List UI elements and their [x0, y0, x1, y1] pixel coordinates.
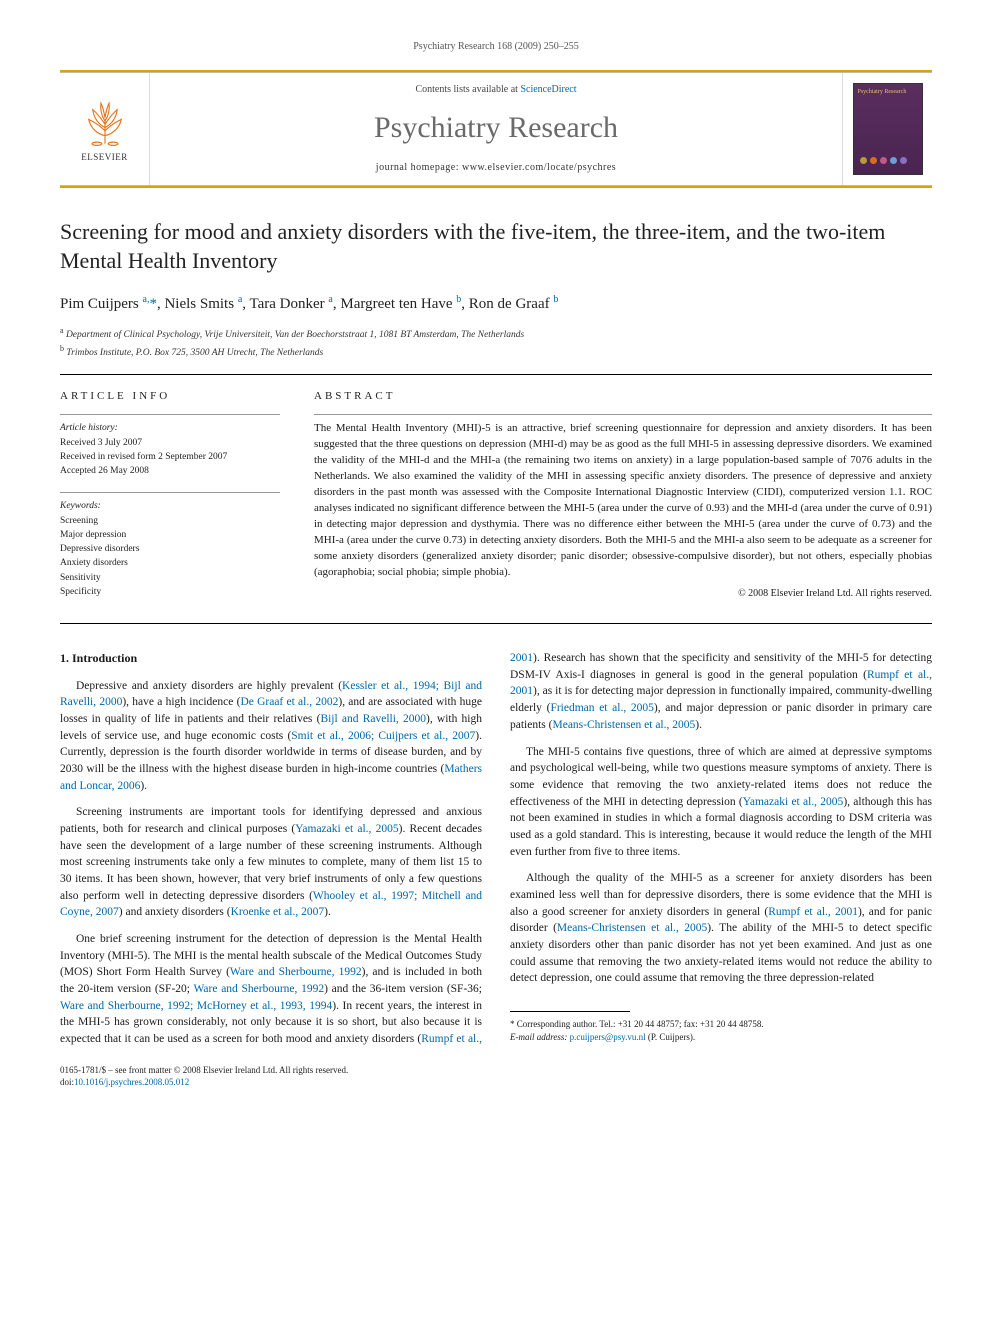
body-paragraph: Screening instruments are important tool…	[60, 804, 482, 921]
info-rule-1	[60, 414, 280, 415]
section-heading-intro: 1. Introduction	[60, 650, 482, 667]
contents-prefix: Contents lists available at	[415, 84, 520, 95]
front-matter-line: 0165-1781/$ – see front matter © 2008 El…	[60, 1064, 932, 1089]
front-matter-text: 0165-1781/$ – see front matter © 2008 El…	[60, 1064, 932, 1077]
journal-homepage-url[interactable]: www.elsevier.com/locate/psychres	[462, 162, 616, 173]
history-revised: Received in revised form 2 September 200…	[60, 450, 280, 464]
masthead: ELSEVIER Contents lists available at Sci…	[60, 70, 932, 188]
keyword: Sensitivity	[60, 571, 280, 585]
info-rule-2	[60, 492, 280, 493]
keyword: Anxiety disorders	[60, 556, 280, 570]
history-label: Article history:	[60, 421, 280, 435]
corresponding-author: * Corresponding author. Tel.: +31 20 44 …	[510, 1018, 932, 1031]
history-received: Received 3 July 2007	[60, 436, 280, 450]
body-paragraph: Depressive and anxiety disorders are hig…	[60, 678, 482, 795]
email-who: (P. Cuijpers).	[648, 1032, 695, 1042]
cover-thumb-label: Psychiatry Research	[858, 88, 918, 96]
article-info-column: ARTICLE INFO Article history: Received 3…	[60, 389, 280, 613]
affiliation-a: a Department of Clinical Psychology, Vri…	[60, 325, 932, 342]
running-header: Psychiatry Research 168 (2009) 250–255	[60, 40, 932, 54]
abstract-column: ABSTRACT The Mental Health Inventory (MH…	[314, 389, 932, 613]
elsevier-logo-icon	[79, 95, 131, 147]
body-paragraph: The MHI-5 contains five questions, three…	[510, 744, 932, 861]
abstract-copyright: © 2008 Elsevier Ireland Ltd. All rights …	[314, 587, 932, 601]
keyword: Specificity	[60, 585, 280, 599]
affiliation-b: b Trimbos Institute, P.O. Box 725, 3500 …	[60, 343, 932, 360]
body-text: 1. Introduction Depressive and anxiety d…	[60, 650, 932, 1048]
publisher-block: ELSEVIER	[60, 73, 150, 185]
abs-rule	[314, 414, 932, 415]
keyword: Major depression	[60, 528, 280, 542]
affiliations: a Department of Clinical Psychology, Vri…	[60, 325, 932, 360]
article-info-heading: ARTICLE INFO	[60, 389, 280, 404]
body-paragraph: Although the quality of the MHI-5 as a s…	[510, 870, 932, 987]
rule-bottom	[60, 623, 932, 624]
sciencedirect-link[interactable]: ScienceDirect	[520, 84, 576, 95]
cover-thumb-dots	[860, 157, 907, 164]
keyword: Depressive disorders	[60, 542, 280, 556]
publisher-label: ELSEVIER	[81, 151, 128, 164]
abstract-heading: ABSTRACT	[314, 389, 932, 404]
email-label: E-mail address:	[510, 1032, 567, 1042]
contents-line: Contents lists available at ScienceDirec…	[162, 83, 830, 97]
keyword: Screening	[60, 514, 280, 528]
footnotes: * Corresponding author. Tel.: +31 20 44 …	[510, 1018, 932, 1043]
journal-cover-thumb: Psychiatry Research	[853, 83, 923, 175]
history-accepted: Accepted 26 May 2008	[60, 464, 280, 478]
doi-label: doi:	[60, 1077, 74, 1087]
journal-name: Psychiatry Research	[162, 107, 830, 149]
keywords-block: Keywords: Screening Major depression Dep…	[60, 499, 280, 599]
corresponding-email-link[interactable]: p.cuijpers@psy.vu.nl	[570, 1032, 646, 1042]
rule-top	[60, 374, 932, 375]
journal-homepage: journal homepage: www.elsevier.com/locat…	[162, 161, 830, 175]
article-title: Screening for mood and anxiety disorders…	[60, 218, 932, 275]
doi-link[interactable]: 10.1016/j.psychres.2008.05.012	[74, 1077, 189, 1087]
keywords-label: Keywords:	[60, 499, 280, 513]
abstract-text: The Mental Health Inventory (MHI)-5 is a…	[314, 421, 932, 580]
footnote-rule	[510, 1011, 630, 1012]
author-list: Pim Cuijpers a,*, Niels Smits a, Tara Do…	[60, 293, 932, 315]
article-history: Article history: Received 3 July 2007 Re…	[60, 421, 280, 478]
